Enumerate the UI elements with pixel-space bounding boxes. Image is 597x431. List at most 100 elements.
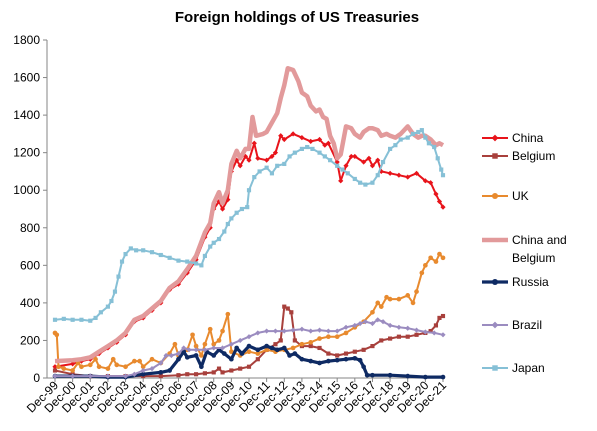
data-point [112,289,118,294]
data-point [167,368,172,373]
data-point [328,158,333,163]
data-point [380,159,386,165]
legend-item: UK [482,189,529,203]
series-china-and-belgium [54,65,445,364]
data-point [335,353,340,358]
data-point [199,353,204,358]
data-point [334,334,340,340]
data-point [299,326,305,332]
data-point [310,146,315,151]
data-point [370,180,375,185]
data-point [219,206,226,212]
data-point [239,351,245,356]
data-point [264,328,270,334]
data-point [440,255,446,261]
data-point [352,153,358,160]
data-point [221,351,227,356]
data-point [225,221,230,227]
data-point [229,356,234,362]
data-point [343,356,349,362]
data-point [87,362,93,368]
data-point [175,350,182,357]
data-point [317,360,322,366]
data-point [378,304,384,309]
legend-label: Russia [512,275,549,289]
data-point [234,210,239,215]
data-point [285,306,290,311]
data-point [428,255,433,261]
series-china [52,131,446,370]
data-point [436,198,443,205]
data-point [202,347,208,353]
series-uk [52,251,446,373]
data-point [105,373,111,379]
data-point [193,347,199,353]
data-point [396,296,402,302]
data-point [202,371,207,376]
data-point [278,338,283,343]
data-point [264,343,269,349]
data-point [322,142,328,148]
data-point [405,325,411,331]
data-point [246,188,252,193]
data-point [361,347,366,352]
legend-item: China [482,131,544,145]
data-point [246,157,252,163]
data-point [343,330,349,336]
data-point [246,343,252,349]
data-point [202,253,207,259]
y-tick-label: 600 [20,258,40,272]
data-point [234,345,239,351]
data-point [149,366,155,372]
data-point [52,364,58,370]
data-point [322,154,327,159]
y-tick-label: 1200 [13,146,40,160]
data-point [357,357,363,363]
data-point [387,372,393,378]
y-axis: 0 200 400 600 800 1000 1200 1400 1600 1800 [13,33,47,385]
legend-item: Brazil [482,318,542,332]
data-point [207,326,213,332]
data-point [109,298,114,304]
y-tick-label: 400 [20,296,40,310]
data-point [388,336,393,341]
data-point [369,163,376,169]
series-brazil [52,317,446,379]
data-point [70,373,76,379]
legend-label: Brazil [512,318,542,332]
x-axis: Dec-99Dec-00Dec-01Dec-02Dec-03Dec-04Dec-… [24,378,449,415]
data-point [88,318,93,323]
data-point [167,255,172,260]
data-point [237,163,243,169]
data-point [437,315,442,320]
data-point [257,169,262,174]
data-point [269,171,275,176]
data-point [292,338,297,343]
legend-marker [492,365,498,371]
data-point [140,367,146,374]
data-point [194,261,199,266]
data-point [116,274,121,279]
data-point [361,159,367,165]
data-point [416,129,421,135]
data-point [252,174,257,180]
data-point [98,310,103,315]
data-point [131,371,137,377]
y-tick-label: 800 [20,221,40,235]
legend-marker [491,134,499,142]
data-point [413,327,420,333]
data-point [79,364,84,370]
data-point [220,328,225,334]
data-point [176,373,181,378]
data-point [87,373,93,379]
data-point [123,251,128,257]
data-point [219,345,226,351]
data-point [269,345,275,351]
data-point [287,154,292,159]
data-point [396,334,401,339]
data-point [123,364,128,370]
legend: China Belgium UK China and Belgium Russia Braz… [482,131,567,375]
data-point [334,357,340,363]
data-point [384,294,389,300]
data-point [428,328,433,334]
